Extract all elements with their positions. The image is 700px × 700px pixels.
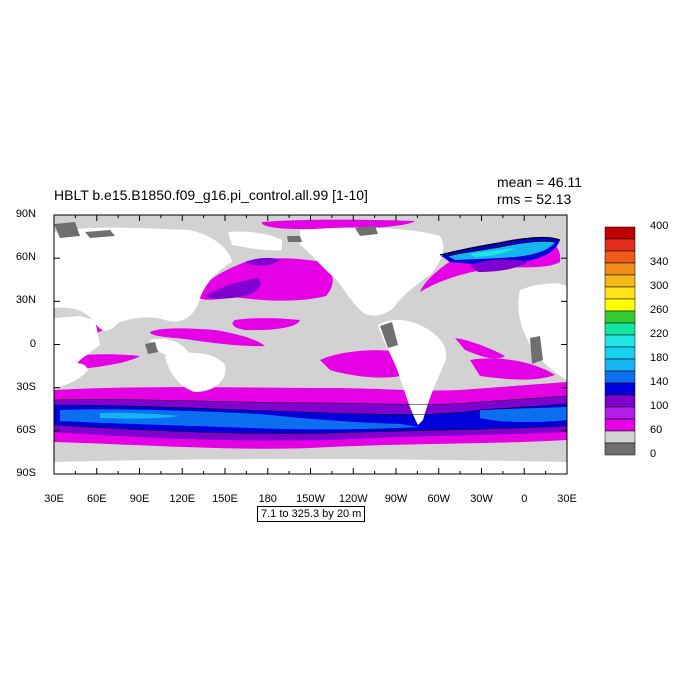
axis-ticks [53,214,568,475]
land-masses [54,227,567,474]
x-tick-label: 30W [470,493,493,505]
y-tick-label: 90S [16,467,36,479]
plot-title: HBLT b.e15.B1850.f09_g16.pi_control.all.… [54,187,368,203]
contour-line [54,395,567,405]
mean-value: mean = 46.11 [497,174,582,190]
colorbar-box [604,382,636,396]
arctic-magenta [261,219,415,229]
south-atlantic-coast-magenta [455,338,505,359]
south-atlantic-magenta [470,358,555,380]
colorbar-label: 0 [650,448,657,460]
colorbar-box [604,394,636,408]
colorbar [604,226,636,456]
colorbar-box [604,430,636,444]
southern-ocean-lightblue [100,412,180,419]
x-tick-label: 30E [557,493,577,505]
north-atlantic-purple [470,259,528,272]
colorbar-label: 340 [650,256,669,268]
colorbar-label: 300 [650,280,669,292]
colorbar-box [604,346,636,360]
x-tick-label: 150E [212,493,238,505]
colorbar-box [604,442,636,456]
x-tick-label: 0 [521,493,528,505]
y-tick-label: 0 [29,337,36,350]
north-pacific-purple [205,278,261,299]
y-tick-label: 90N [15,208,36,220]
colorbar-box [604,358,636,372]
colorbar-box [604,274,636,288]
map-field [54,215,567,474]
colorbar-box [604,250,636,264]
contour-line [447,240,556,257]
x-tick-label: 60E [86,493,107,505]
colorbar-label: 220 [650,328,669,340]
sea-ice [54,222,543,364]
x-tick-label: 90E [129,493,150,505]
colorbar-box [604,418,636,432]
colorbar-box [604,406,636,420]
colorbar-box [604,310,636,324]
x-tick-label: 30E [44,493,64,505]
y-tick-label: 60N [15,251,36,264]
y-tick-label: 60S [16,423,36,436]
contour-line [439,236,561,256]
colorbar-label: 180 [650,352,669,364]
central-pacific-magenta [232,318,300,331]
equatorial-pacific-magenta [150,328,265,347]
x-tick-label: 120E [169,493,196,505]
colorbar-label: 260 [650,304,669,316]
colorbar-label: 400 [650,220,669,232]
y-tick-label: 30S [16,380,36,393]
contour-line [54,424,567,434]
x-tick-label: 120W [338,493,368,505]
x-tick-label: 180 [258,493,277,505]
colorbar-box [604,238,636,252]
colorbar-box [604,370,636,384]
colorbar-box [604,226,636,240]
north-atlantic-cyan [470,248,515,257]
colorbar-box [604,298,636,312]
colorbar-label: 60 [650,424,663,436]
colorbar-box [604,286,636,300]
southern-ocean-midblue-atlantic [480,407,567,423]
rms-value: rms = 52.13 [497,191,572,207]
x-tick-label: 60W [427,493,451,505]
x-tick-label: 90W [384,493,408,505]
colorbar-label: 140 [650,376,669,388]
contour-line [54,403,567,415]
south-pacific-magenta [320,350,407,378]
x-tick-label: 150W [296,493,325,505]
y-tick-label: 30N [15,294,36,307]
kuroshio-purple [245,257,280,266]
contour-info-box: 7.1 to 325.3 by 20 m [257,506,366,522]
colorbar-box [604,262,636,276]
colorbar-box [604,334,636,348]
colorbar-box [604,322,636,336]
colorbar-label: 100 [650,400,669,412]
